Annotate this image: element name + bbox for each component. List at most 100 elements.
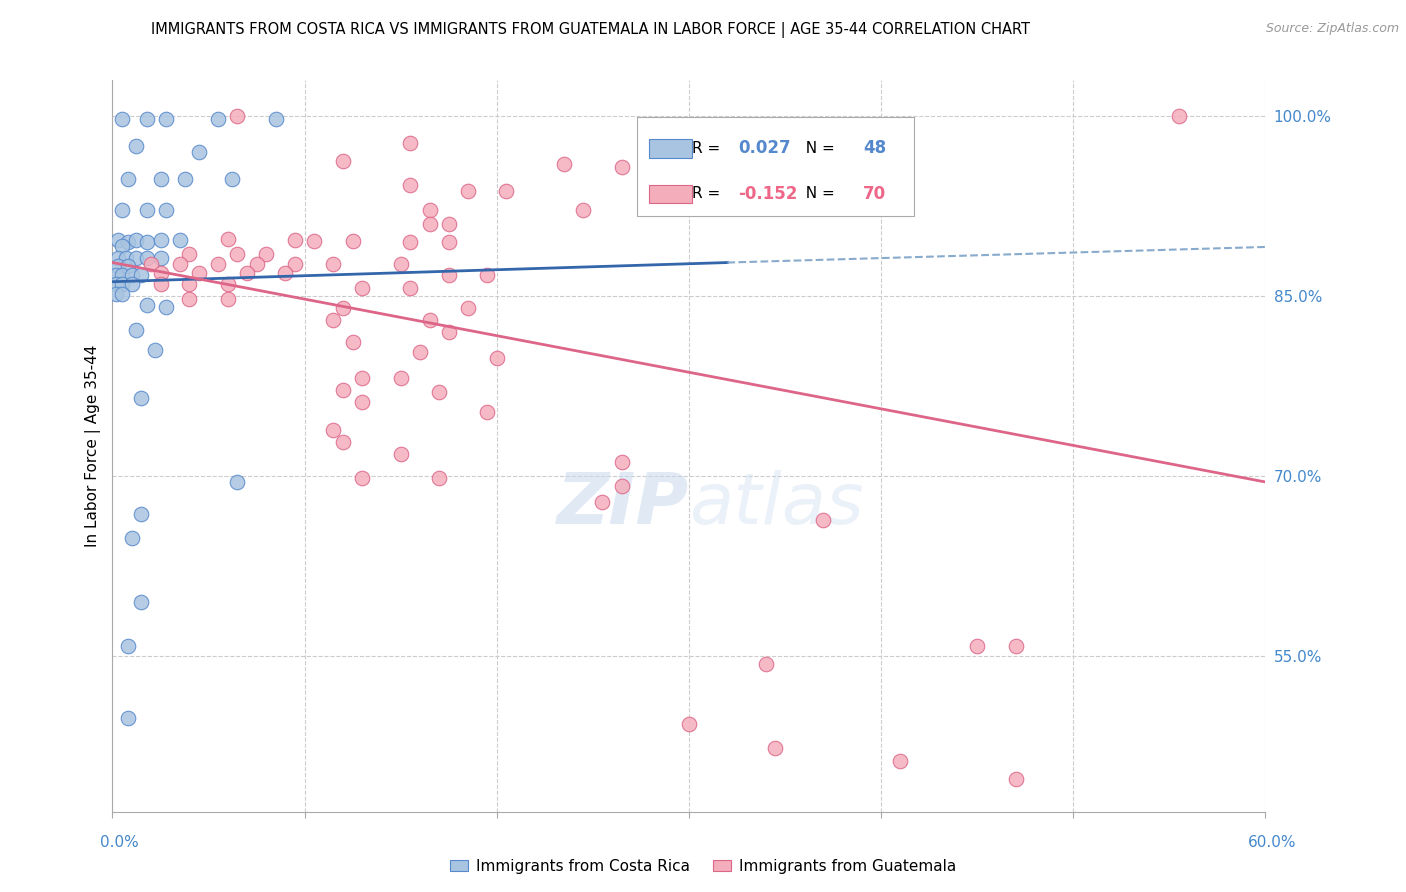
- Point: [187, 145, 211, 160]
- Point: [352, 281, 374, 295]
- Point: [149, 171, 172, 186]
- Point: [437, 268, 460, 282]
- Point: [169, 233, 191, 247]
- Point: [755, 657, 778, 672]
- Point: [226, 475, 249, 489]
- Point: [427, 471, 450, 485]
- Point: [389, 257, 412, 271]
- Point: [179, 247, 201, 261]
- Point: [129, 391, 153, 405]
- Point: [332, 301, 354, 315]
- Point: [399, 281, 422, 295]
- Point: [226, 247, 249, 261]
- Point: [124, 139, 146, 153]
- Point: [117, 171, 139, 186]
- Point: [111, 202, 134, 217]
- Text: N =: N =: [796, 141, 839, 156]
- Point: [155, 202, 177, 217]
- Point: [419, 313, 441, 327]
- Point: [765, 741, 787, 756]
- Point: [572, 202, 595, 217]
- Point: [352, 394, 374, 409]
- Point: [399, 136, 422, 150]
- Text: Source: ZipAtlas.com: Source: ZipAtlas.com: [1265, 22, 1399, 36]
- Point: [136, 112, 159, 126]
- Point: [419, 202, 441, 217]
- Point: [332, 383, 354, 397]
- Point: [111, 112, 134, 126]
- Point: [409, 345, 432, 359]
- Text: 48: 48: [863, 139, 886, 158]
- Point: [1167, 109, 1189, 123]
- Text: R =: R =: [692, 141, 725, 156]
- Point: [226, 109, 249, 123]
- Point: [485, 351, 508, 366]
- Point: [107, 259, 129, 273]
- Point: [155, 300, 177, 314]
- Text: R =: R =: [692, 186, 725, 202]
- Point: [217, 277, 239, 292]
- Point: [245, 257, 267, 271]
- Y-axis label: In Labor Force | Age 35-44: In Labor Force | Age 35-44: [86, 345, 101, 547]
- Point: [129, 268, 153, 282]
- Point: [274, 266, 297, 280]
- Point: [139, 257, 162, 271]
- Point: [1004, 772, 1026, 787]
- Point: [610, 160, 633, 174]
- Point: [111, 239, 134, 253]
- Point: [117, 711, 139, 725]
- Point: [207, 257, 229, 271]
- Point: [155, 112, 177, 126]
- Point: [207, 112, 229, 126]
- Text: 70: 70: [863, 185, 886, 202]
- Point: [889, 755, 911, 769]
- FancyBboxPatch shape: [648, 185, 692, 203]
- Point: [399, 235, 422, 249]
- Point: [254, 247, 277, 261]
- Point: [136, 235, 159, 249]
- Point: [389, 447, 412, 461]
- Point: [136, 251, 159, 265]
- Point: [813, 513, 835, 527]
- Point: [332, 153, 354, 168]
- Legend: Immigrants from Costa Rica, Immigrants from Guatemala: Immigrants from Costa Rica, Immigrants f…: [444, 853, 962, 880]
- Point: [105, 268, 128, 282]
- Point: [143, 343, 166, 357]
- Point: [352, 471, 374, 485]
- Point: [217, 231, 239, 245]
- FancyBboxPatch shape: [637, 117, 914, 216]
- Point: [427, 385, 450, 400]
- Point: [149, 266, 172, 280]
- Point: [610, 478, 633, 492]
- Point: [495, 184, 517, 198]
- Text: IMMIGRANTS FROM COSTA RICA VS IMMIGRANTS FROM GUATEMALA IN LABOR FORCE | AGE 35-: IMMIGRANTS FROM COSTA RICA VS IMMIGRANTS…: [150, 22, 1031, 38]
- Point: [124, 323, 146, 337]
- Point: [179, 277, 201, 292]
- Point: [179, 292, 201, 306]
- Point: [437, 235, 460, 249]
- Text: 60.0%: 60.0%: [1249, 836, 1296, 850]
- Point: [322, 313, 344, 327]
- Point: [169, 257, 191, 271]
- Point: [284, 257, 307, 271]
- FancyBboxPatch shape: [648, 139, 692, 158]
- Point: [117, 235, 139, 249]
- Point: [332, 435, 354, 450]
- Text: 0.0%: 0.0%: [100, 836, 139, 850]
- Point: [966, 639, 988, 653]
- Point: [124, 233, 146, 247]
- Point: [342, 334, 364, 349]
- Point: [129, 595, 153, 609]
- Point: [304, 234, 326, 248]
- Point: [437, 217, 460, 231]
- Point: [187, 266, 211, 280]
- Point: [149, 233, 172, 247]
- Point: [284, 233, 307, 247]
- Point: [437, 325, 460, 339]
- Point: [129, 508, 153, 522]
- Point: [136, 297, 159, 311]
- Point: [1004, 639, 1026, 653]
- Text: ZIP: ZIP: [557, 470, 689, 539]
- Point: [342, 234, 364, 248]
- Point: [553, 157, 575, 171]
